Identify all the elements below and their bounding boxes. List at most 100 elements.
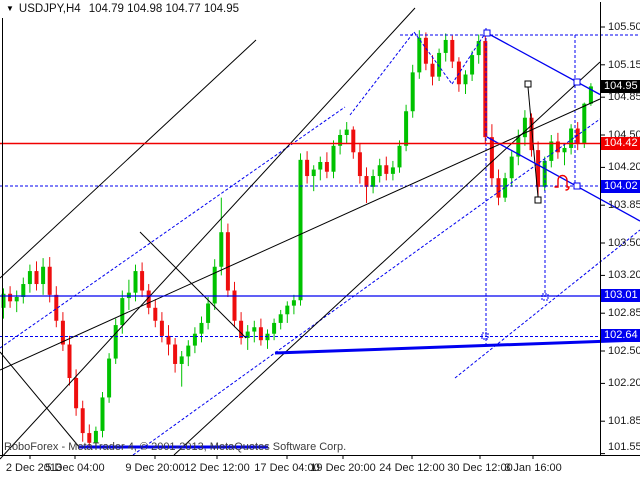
candle-body bbox=[179, 356, 184, 364]
price-tick-label: 105.50 bbox=[608, 21, 640, 33]
black-trend-line[interactable] bbox=[173, 61, 601, 456]
chart-symbol-info: ▼ USDJPY,H4 104.79 104.98 104.77 104.95 bbox=[6, 3, 239, 15]
candle-body bbox=[311, 169, 316, 177]
candle-body bbox=[397, 145, 402, 168]
candle-body bbox=[496, 178, 501, 198]
candle-body bbox=[470, 55, 475, 75]
blue-support-line[interactable] bbox=[486, 136, 640, 222]
time-tick-label: 12 Dec 12:00 bbox=[184, 462, 250, 474]
candle-body bbox=[390, 167, 395, 174]
candle-body bbox=[483, 41, 488, 138]
time-tick-label: 30 Dec 12:00 bbox=[447, 462, 513, 474]
candle-body bbox=[146, 290, 151, 308]
symbol-period-label: USDJPY,H4 bbox=[18, 3, 81, 15]
candle-body bbox=[298, 159, 303, 301]
candle-body bbox=[278, 314, 283, 323]
selection-anchor-square[interactable] bbox=[573, 182, 581, 190]
dashed-trend-line[interactable] bbox=[451, 31, 487, 85]
anchor-square-black[interactable] bbox=[534, 196, 542, 204]
candle-body bbox=[8, 293, 13, 302]
black-trend-line[interactable] bbox=[0, 351, 81, 449]
price-marker-black: 104.95 bbox=[601, 79, 640, 93]
time-tick-label: 2 Dec 2013 bbox=[5, 462, 63, 474]
candle-body bbox=[404, 111, 409, 146]
candle-body bbox=[410, 72, 415, 112]
red-marker-glyph[interactable] bbox=[554, 174, 570, 191]
time-tick-label: 17 Dec 04:00 bbox=[254, 462, 320, 474]
candle-body bbox=[232, 290, 237, 321]
anchor-square-dashed[interactable] bbox=[541, 293, 549, 301]
price-tick-label: 102.20 bbox=[608, 377, 640, 390]
candle-body bbox=[27, 271, 32, 285]
symbol-dropdown-icon[interactable]: ▼ bbox=[6, 4, 14, 13]
time-tick-label: 9 Dec 20:00 bbox=[125, 462, 185, 474]
candle-body bbox=[582, 103, 587, 144]
candle-body bbox=[54, 294, 59, 321]
candle-body bbox=[93, 430, 98, 443]
candle-body bbox=[476, 41, 481, 56]
candle-body bbox=[417, 37, 422, 73]
candle-body bbox=[206, 303, 211, 323]
candle-body bbox=[542, 160, 547, 187]
black-trend-line[interactable] bbox=[139, 231, 247, 339]
candle-body bbox=[133, 271, 138, 293]
price-tick-label: 103.85 bbox=[608, 199, 640, 212]
candle-body bbox=[258, 327, 263, 341]
candle-body bbox=[450, 39, 455, 62]
anchor-square-black[interactable] bbox=[524, 80, 532, 88]
price-tick-label: 101.55 bbox=[608, 441, 640, 453]
candle-body bbox=[529, 117, 534, 151]
candlestick-series bbox=[1, 30, 593, 449]
ohlc-values: 104.79 104.98 104.77 104.95 bbox=[88, 3, 239, 15]
candle-body bbox=[562, 147, 567, 153]
price-tick-label: 101.85 bbox=[608, 415, 640, 428]
dashed-trend-line[interactable] bbox=[349, 31, 415, 116]
black-trend-line[interactable] bbox=[0, 7, 416, 460]
blue-support-line[interactable] bbox=[486, 32, 601, 96]
candle-body bbox=[344, 129, 349, 135]
price-marker-blue: 103.01 bbox=[601, 289, 640, 303]
dashed-trend-line[interactable] bbox=[132, 118, 601, 456]
candle-body bbox=[437, 52, 442, 77]
candle-body bbox=[107, 358, 112, 398]
price-marker-red: 104.42 bbox=[601, 137, 640, 151]
price-tick-label: 104.20 bbox=[608, 161, 640, 174]
candle-body bbox=[14, 297, 19, 302]
candle-body bbox=[239, 320, 244, 339]
dashed-trend-line[interactable] bbox=[454, 229, 640, 379]
black-trend-line[interactable] bbox=[0, 39, 257, 279]
candle-body bbox=[489, 137, 494, 179]
candle-body bbox=[443, 39, 448, 53]
selection-anchor-square[interactable] bbox=[483, 29, 491, 37]
candle-body bbox=[291, 300, 296, 306]
candle-body bbox=[41, 266, 46, 285]
candle-body bbox=[384, 165, 389, 174]
candle-body bbox=[113, 325, 118, 359]
candle-body bbox=[463, 74, 468, 85]
candle-body bbox=[305, 159, 310, 177]
black-trend-line[interactable] bbox=[0, 98, 601, 371]
candle-body bbox=[285, 305, 290, 315]
candle-body bbox=[364, 176, 369, 187]
candle-body bbox=[60, 320, 65, 345]
price-tick-label: 102.85 bbox=[608, 307, 640, 320]
black-trend-line[interactable] bbox=[527, 86, 539, 198]
candle-body bbox=[159, 320, 164, 336]
candle-body bbox=[272, 322, 277, 334]
anchor-square-dashed[interactable] bbox=[481, 332, 489, 340]
candle-body bbox=[80, 408, 85, 434]
copyright-watermark: RoboForex - MetaTrader 4, © 2001-2013, M… bbox=[4, 441, 347, 453]
candle-body bbox=[351, 129, 356, 153]
candle-body bbox=[555, 141, 560, 153]
candle-body bbox=[140, 271, 145, 291]
dashed-trend-line[interactable] bbox=[413, 31, 453, 85]
candle-body bbox=[186, 345, 191, 357]
time-tick-label: 3 Jan 16:00 bbox=[504, 462, 562, 474]
blue-support-line[interactable] bbox=[274, 338, 640, 355]
price-tick-label: 104.85 bbox=[608, 91, 640, 104]
price-tick-label: 103.50 bbox=[608, 237, 640, 249]
selection-anchor-square[interactable] bbox=[573, 78, 581, 86]
candle-body bbox=[74, 378, 79, 409]
